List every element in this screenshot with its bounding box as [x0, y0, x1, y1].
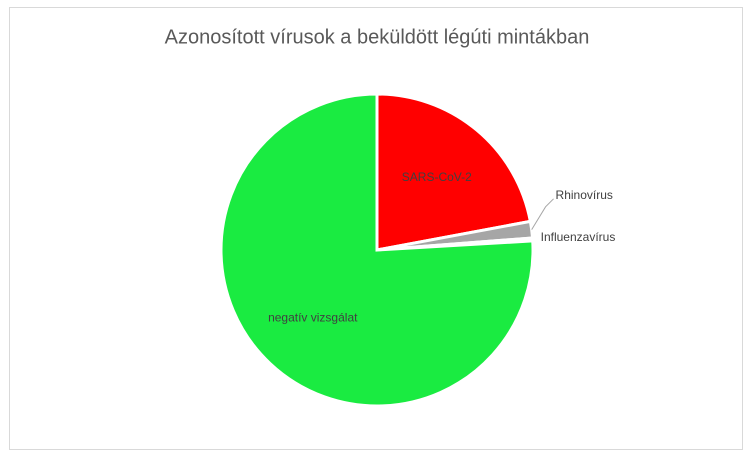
pie-slice	[375, 92, 533, 252]
slice-label: negatív vizsgálat	[268, 310, 358, 324]
pie-slice	[219, 92, 535, 408]
slice-label: Rhinovírus	[556, 188, 613, 202]
slice-label: SARS-CoV-2	[402, 170, 472, 184]
slice-label: Influenzavírus	[541, 230, 616, 244]
chart-title: Azonosított vírusok a beküldött légúti m…	[165, 26, 590, 48]
leader-line	[531, 198, 554, 230]
